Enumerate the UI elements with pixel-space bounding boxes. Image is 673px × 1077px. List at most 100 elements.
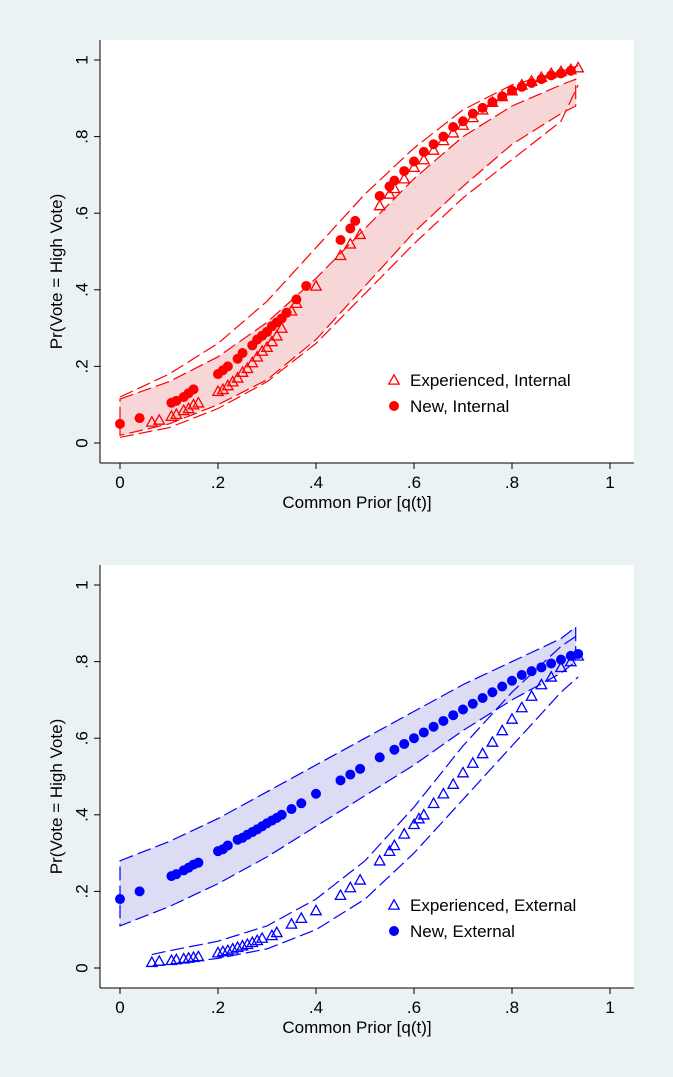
band-fill [119, 78, 577, 437]
point-experienced [373, 199, 387, 211]
legend: Experienced, External New, External [387, 896, 576, 941]
point-experienced [177, 403, 191, 416]
point-experienced [236, 365, 249, 377]
point-new [134, 886, 145, 897]
point-new [171, 869, 182, 880]
point-new [467, 108, 478, 119]
point-new [335, 775, 346, 786]
point-experienced [226, 375, 240, 387]
point-experienced [456, 766, 470, 778]
ci-line-upper [151, 634, 579, 956]
point-new [276, 809, 287, 820]
point-new [477, 692, 488, 703]
point-experienced [571, 61, 585, 73]
point-experienced [412, 812, 426, 824]
point-new [291, 294, 302, 305]
point-new [556, 68, 566, 79]
point-new [497, 681, 508, 692]
legend-marker-new-external [389, 926, 399, 936]
panel-internal: 0 .2 .4 .6 .8 1 0 .2 .4 .6 .8 1 Common Prior [q(t)]… [47, 40, 634, 512]
point-new [374, 190, 385, 201]
point-experienced [515, 701, 529, 713]
point-experienced [495, 724, 509, 736]
point-experienced [236, 939, 249, 951]
x-tick-label: .4 [309, 473, 323, 492]
point-new [516, 670, 527, 681]
point-new [438, 715, 449, 726]
point-experienced [265, 334, 279, 347]
point-experienced [309, 279, 323, 291]
point-experienced [216, 944, 230, 957]
point-experienced [427, 796, 440, 809]
point-experienced [309, 904, 323, 916]
legend-marker-new-internal [389, 401, 399, 411]
y-axis-title: Pr(Vote = High Vote) [47, 719, 66, 874]
point-experienced [221, 379, 235, 391]
point-experienced [427, 143, 440, 155]
y-tick-label: .6 [73, 206, 92, 220]
point-new [438, 131, 449, 142]
point-new [477, 102, 488, 113]
point-experienced [446, 126, 460, 138]
point-experienced [216, 382, 230, 395]
x-tick-label: 1 [605, 473, 614, 492]
y-tick-label: 1 [73, 580, 92, 589]
y-tick-label: .6 [73, 731, 92, 745]
point-experienced [437, 787, 450, 799]
point-experienced [192, 396, 205, 408]
point-experienced [407, 817, 421, 830]
y-tick-label: .4 [73, 283, 92, 297]
legend: Experienced, Internal New, Internal [387, 371, 571, 416]
point-experienced [275, 321, 289, 333]
ci-line-lower [119, 84, 579, 438]
point-experienced [245, 356, 259, 368]
point-experienced [397, 827, 411, 839]
point-experienced [170, 953, 183, 965]
point-experienced [383, 844, 396, 856]
y-tick-label: .2 [73, 884, 92, 898]
point-new [546, 658, 557, 669]
point-new [536, 662, 547, 673]
legend-label-new-internal: New, Internal [410, 397, 509, 416]
point-experienced [554, 660, 568, 673]
y-axis-title: Pr(Vote = High Vote) [47, 194, 66, 349]
point-experienced [145, 955, 159, 968]
point-new [345, 769, 356, 780]
x-tick-label: .6 [407, 473, 421, 492]
y-tick-label: 0 [73, 963, 92, 972]
point-experienced [270, 329, 284, 341]
point-experienced [152, 954, 166, 966]
point-experienced [383, 187, 396, 199]
axes: 0 .2 .4 .6 .8 1 0 .2 .4 .6 .8 1 [73, 40, 634, 492]
point-new [115, 894, 125, 905]
point-new [458, 704, 468, 715]
point-new [237, 347, 248, 358]
point-new [448, 710, 459, 721]
point-new [526, 77, 537, 88]
point-experienced [211, 946, 225, 958]
point-new [428, 139, 439, 150]
point-new [497, 91, 508, 102]
point-experienced [397, 172, 411, 184]
point-experienced [187, 398, 200, 410]
point-experienced [294, 911, 308, 924]
point-experienced [255, 931, 269, 943]
point-experienced [245, 935, 259, 948]
point-new [409, 733, 419, 744]
point-new [222, 840, 233, 851]
point-new [418, 727, 429, 738]
point-experienced [407, 160, 421, 173]
point-experienced [373, 854, 387, 866]
point-new [536, 74, 547, 85]
point-new [389, 744, 400, 755]
point-experienced [388, 838, 401, 851]
legend-dot [389, 401, 399, 411]
point-new [399, 166, 410, 177]
point-new [374, 752, 385, 763]
point-experienced [255, 344, 269, 356]
point-new [171, 395, 182, 406]
point-new [311, 788, 321, 799]
point-new [507, 675, 517, 686]
point-new [428, 721, 439, 732]
